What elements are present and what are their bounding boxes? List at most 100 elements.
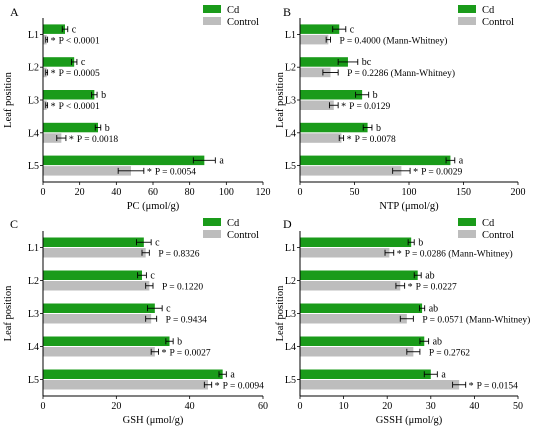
bar-cd: [43, 237, 144, 247]
significance-letter: a: [230, 370, 235, 381]
category-label: L1: [285, 243, 296, 254]
bar-cd: [300, 155, 451, 166]
x-tick-label: 80: [185, 187, 195, 198]
category-label: L5: [28, 161, 39, 172]
x-tick-label: 60: [148, 187, 158, 198]
category-label: L2: [28, 63, 39, 74]
significance-letter: c: [166, 304, 171, 315]
bar-control: [300, 380, 460, 390]
bar-control: [43, 166, 131, 176]
legend-label-cd: Cd: [227, 5, 240, 16]
p-value: P = 0.0094: [223, 382, 264, 392]
bar-cd: [300, 237, 412, 247]
significance-star: *: [347, 134, 352, 145]
legend-label-control: Control: [227, 230, 259, 241]
p-value: P = 0.0227: [416, 283, 457, 293]
bar-control: [43, 281, 150, 291]
legend-label-control: Control: [482, 230, 514, 241]
panel-label: B: [283, 5, 291, 19]
legend-swatch-cd: [203, 5, 221, 13]
legend-label-cd: Cd: [482, 5, 495, 16]
bar-cd: [43, 369, 223, 379]
category-label: L5: [285, 161, 296, 172]
p-value: P = 0.0018: [77, 135, 118, 145]
p-value: P = 0.0286 (Mann-Whitney): [405, 249, 513, 260]
bar-control: [300, 67, 331, 78]
legend-swatch-control: [203, 230, 221, 238]
x-tick-label: 60: [258, 401, 268, 412]
legend-swatch-control: [458, 230, 476, 238]
panel-b: B L1 cP = 0.4000 (Mann-Whitney) L2 bcP = 0.2…: [275, 5, 526, 212]
bar-cd: [300, 122, 368, 133]
significance-letter: ab: [425, 271, 434, 282]
bar-cd: [43, 24, 65, 34]
x-axis-title: NTP (μmol/g): [379, 201, 439, 212]
category-label: L4: [285, 128, 296, 139]
bar-control: [43, 248, 146, 258]
category-label: L3: [28, 96, 39, 107]
significance-letter: ab: [429, 304, 438, 315]
significance-letter: a: [219, 156, 224, 167]
x-tick-label: 0: [41, 401, 46, 412]
bar-control: [300, 133, 342, 143]
significance-star: *: [413, 167, 418, 178]
significance-star: *: [215, 381, 220, 392]
significance-star: *: [69, 134, 74, 145]
p-value: P = 0.0029: [421, 168, 462, 178]
legend-swatch-cd: [203, 218, 221, 226]
x-tick-label: 30: [426, 401, 436, 412]
x-tick-label: 40: [111, 187, 121, 198]
panel-label: D: [283, 217, 292, 231]
significance-letter: b: [373, 90, 378, 101]
x-tick-label: 150: [456, 187, 471, 198]
legend-label-control: Control: [227, 17, 259, 28]
significance-star: *: [397, 249, 402, 260]
bar-cd: [43, 303, 155, 313]
panel-d: DL1 b* P = 0.0286 (Mann-Whitney)L2 ab* P = 0…: [275, 217, 530, 426]
bar-cd: [43, 270, 142, 280]
significance-letter: c: [155, 238, 160, 249]
significance-letter: b: [177, 337, 182, 348]
category-label: L2: [285, 63, 296, 74]
x-tick-label: 20: [75, 187, 85, 198]
significance-letter: b: [101, 90, 106, 101]
significance-letter: bc: [362, 57, 372, 68]
x-axis-title: PC (μmol/g): [127, 201, 180, 212]
category-label: L2: [285, 276, 296, 287]
legend-swatch-control: [203, 17, 221, 25]
category-label: L3: [285, 309, 296, 320]
panel-label: A: [10, 5, 19, 19]
category-label: L3: [28, 309, 39, 320]
p-value: P = 0.0154: [477, 382, 518, 392]
x-tick-label: 0: [298, 401, 303, 412]
bar-control: [300, 34, 329, 45]
bar-control: [300, 314, 407, 324]
p-value: P = 0.0054: [155, 168, 196, 178]
significance-letter: c: [350, 24, 355, 35]
bar-control: [43, 67, 47, 78]
significance-star: *: [341, 102, 346, 113]
significance-letter: c: [150, 271, 155, 282]
x-tick-label: 120: [256, 187, 271, 198]
significance-letter: b: [105, 123, 110, 134]
significance-letter: c: [72, 24, 77, 35]
legend-label-control: Control: [482, 17, 514, 28]
bar-control: [300, 248, 390, 258]
x-tick-label: 100: [219, 187, 234, 198]
significance-letter: a: [441, 370, 446, 381]
significance-letter: c: [81, 57, 86, 68]
p-value: P = 0.8326: [158, 250, 199, 260]
p-value: P = 0.1220: [162, 283, 203, 293]
y-axis-title: Leaf position: [3, 285, 14, 341]
x-tick-label: 20: [111, 401, 121, 412]
bar-cd: [300, 57, 348, 67]
category-label: L5: [285, 375, 296, 386]
bar-control: [43, 34, 47, 45]
bar-cd: [43, 336, 170, 346]
category-label: L2: [28, 276, 39, 287]
category-label: L1: [28, 30, 39, 41]
significance-star: *: [51, 69, 56, 80]
p-value: P = 0.0005: [59, 69, 100, 79]
p-value: P = 0.0571 (Mann-Whitney): [422, 315, 530, 326]
